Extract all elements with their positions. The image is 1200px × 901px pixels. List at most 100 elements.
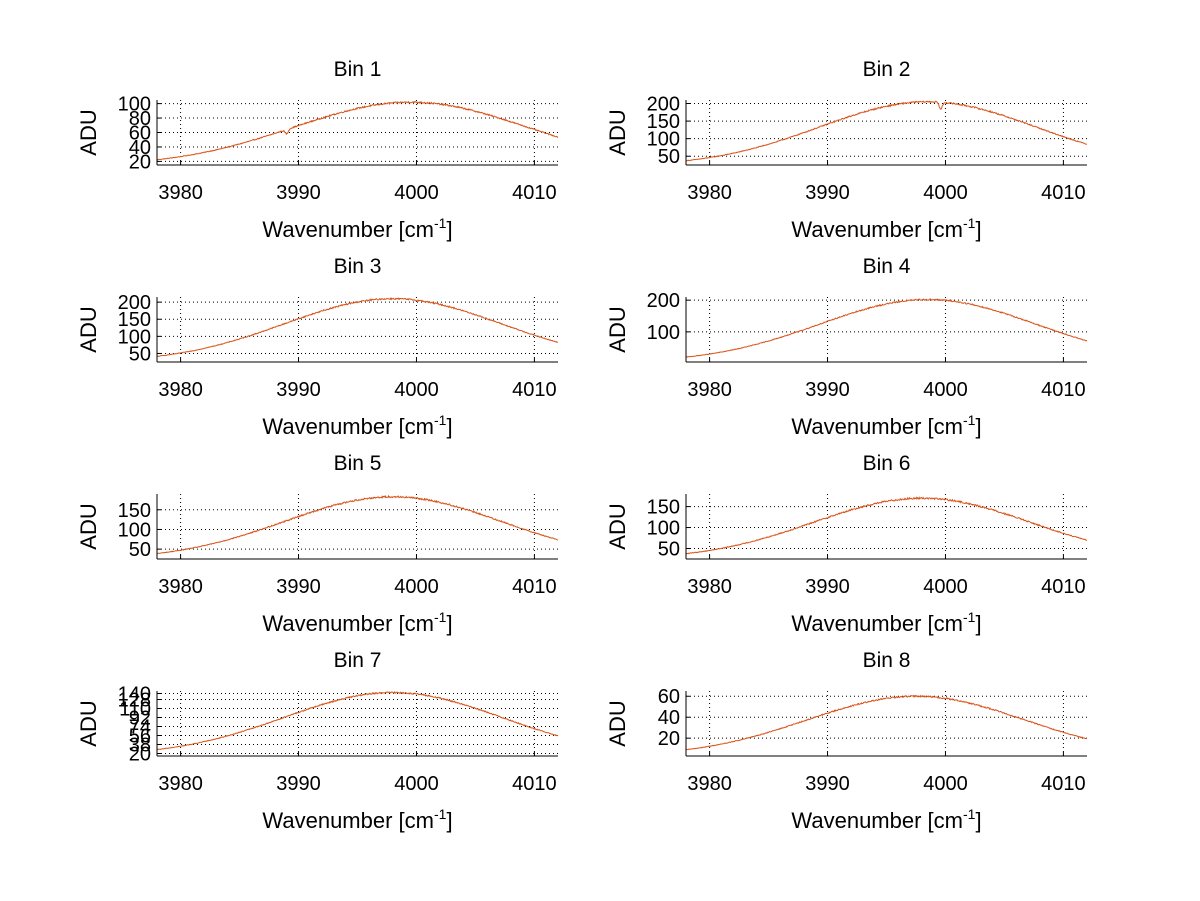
x-axis-label: Wavenumber [cm-1] (262, 609, 452, 636)
y-tick-label: 100 (647, 129, 680, 151)
y-tick-label: 150 (647, 497, 680, 519)
x-tick-label: 3980 (158, 379, 203, 401)
x-tick-label: 4000 (394, 773, 439, 795)
subplot-title: Bin 8 (863, 649, 911, 672)
x-tick-label: 3980 (687, 379, 732, 401)
spectrum-line (156, 297, 559, 357)
y-tick-label: 80 (129, 108, 151, 130)
x-axis-label-superscript: -1 (434, 412, 447, 428)
x-axis-label: Wavenumber [cm-1] (791, 412, 981, 439)
x-tick-label: 4010 (512, 379, 557, 401)
y-axis-label: ADU (76, 306, 101, 352)
x-axis-label-main: Wavenumber [cm (791, 217, 963, 242)
x-axis-label-main: Wavenumber [cm (791, 414, 963, 439)
y-tick-label: 200 (647, 290, 680, 312)
subplot-title: Bin 5 (334, 452, 382, 475)
x-tick-label: 4000 (923, 379, 968, 401)
spectrum-line (156, 690, 559, 751)
y-axis-label: ADU (605, 503, 630, 549)
y-tick-label: 20 (129, 151, 151, 173)
spectrum-line (685, 298, 1088, 358)
y-tick-label: 128 (118, 690, 151, 712)
x-axis-label: Wavenumber [cm-1] (262, 215, 452, 242)
subplot-title: Bin 2 (863, 58, 911, 81)
x-axis-label-close: ] (975, 414, 981, 439)
x-axis-label-main: Wavenumber [cm (791, 611, 963, 636)
x-tick-label: 3990 (276, 182, 321, 204)
x-tick-label: 3980 (158, 576, 203, 598)
x-tick-label: 3990 (276, 773, 321, 795)
x-tick-label: 3980 (687, 182, 732, 204)
x-tick-label: 4000 (394, 576, 439, 598)
x-axis-label-close: ] (446, 217, 452, 242)
x-tick-label: 3990 (805, 576, 850, 598)
x-tick-label: 4000 (923, 773, 968, 795)
subplot-title: Bin 4 (863, 255, 911, 278)
x-tick-label: 3990 (805, 182, 850, 204)
y-tick-label: 100 (647, 322, 680, 344)
y-tick-label: 150 (118, 500, 151, 522)
y-tick-label: 40 (658, 707, 680, 729)
subplot-title: Bin 1 (334, 58, 382, 81)
y-tick-label: 50 (129, 539, 151, 561)
x-tick-label: 4010 (1041, 773, 1086, 795)
subplot-4: Bin 4 3980 3990 4000 4010 100 200 ADU Wavenumber… (605, 255, 1088, 439)
x-tick-label: 3980 (158, 773, 203, 795)
x-tick-label: 4010 (1041, 182, 1086, 204)
y-tick-label: 20 (129, 744, 151, 766)
y-tick-label: 50 (658, 146, 680, 168)
y-axis-label: ADU (76, 503, 101, 549)
spectrum-line (685, 496, 1088, 555)
y-tick-label: 140 (118, 684, 151, 706)
x-tick-label: 4000 (923, 182, 968, 204)
x-axis-label-superscript: -1 (434, 609, 447, 625)
y-tick-label: 92 (129, 708, 151, 730)
x-tick-label: 3990 (276, 379, 321, 401)
x-tick-label: 4010 (1041, 576, 1086, 598)
x-tick-label: 3990 (805, 773, 850, 795)
x-tick-label: 4010 (1041, 379, 1086, 401)
x-axis-label-main: Wavenumber [cm (262, 217, 434, 242)
y-tick-label: 50 (129, 343, 151, 365)
y-tick-label: 50 (658, 539, 680, 561)
x-axis-label-superscript: -1 (434, 806, 447, 822)
y-axis-label: ADU (605, 700, 630, 746)
y-axis-label: ADU (605, 306, 630, 352)
y-tick-label: 110 (119, 699, 151, 721)
y-tick-label: 60 (658, 686, 680, 708)
x-axis-label-close: ] (975, 808, 981, 833)
spectrum-line (685, 694, 1088, 750)
x-axis-label-superscript: -1 (963, 215, 976, 231)
x-axis-label: Wavenumber [cm-1] (791, 609, 981, 636)
x-tick-label: 4000 (394, 379, 439, 401)
subplot-title: Bin 7 (334, 649, 382, 672)
y-tick-label: 74 (129, 717, 151, 739)
subplot-7: Bin 7 3980 3990 4000 4010 2038567492110128140… (76, 649, 559, 833)
x-tick-label: 4010 (512, 773, 557, 795)
y-tick-label: 100 (118, 326, 151, 348)
x-axis-label: Wavenumber [cm-1] (262, 412, 452, 439)
y-tick-label: 200 (118, 292, 151, 314)
y-tick-label: 38 (129, 735, 151, 757)
x-axis-label-close: ] (446, 611, 452, 636)
x-axis-label-main: Wavenumber [cm (791, 808, 963, 833)
y-tick-label: 200 (647, 94, 680, 116)
x-tick-label: 4000 (394, 182, 439, 204)
y-tick-label: 150 (647, 111, 680, 133)
subplot-title: Bin 3 (334, 255, 382, 278)
x-axis-label-main: Wavenumber [cm (262, 808, 434, 833)
y-axis-label: ADU (605, 109, 630, 155)
x-axis-label-main: Wavenumber [cm (262, 414, 434, 439)
y-tick-label: 150 (118, 309, 151, 331)
x-axis-label-main: Wavenumber [cm (262, 611, 434, 636)
x-tick-label: 3990 (276, 576, 321, 598)
x-axis-label-close: ] (975, 611, 981, 636)
y-tick-label: 100 (647, 518, 680, 540)
x-axis-label-close: ] (446, 808, 452, 833)
y-tick-label: 100 (118, 94, 151, 116)
